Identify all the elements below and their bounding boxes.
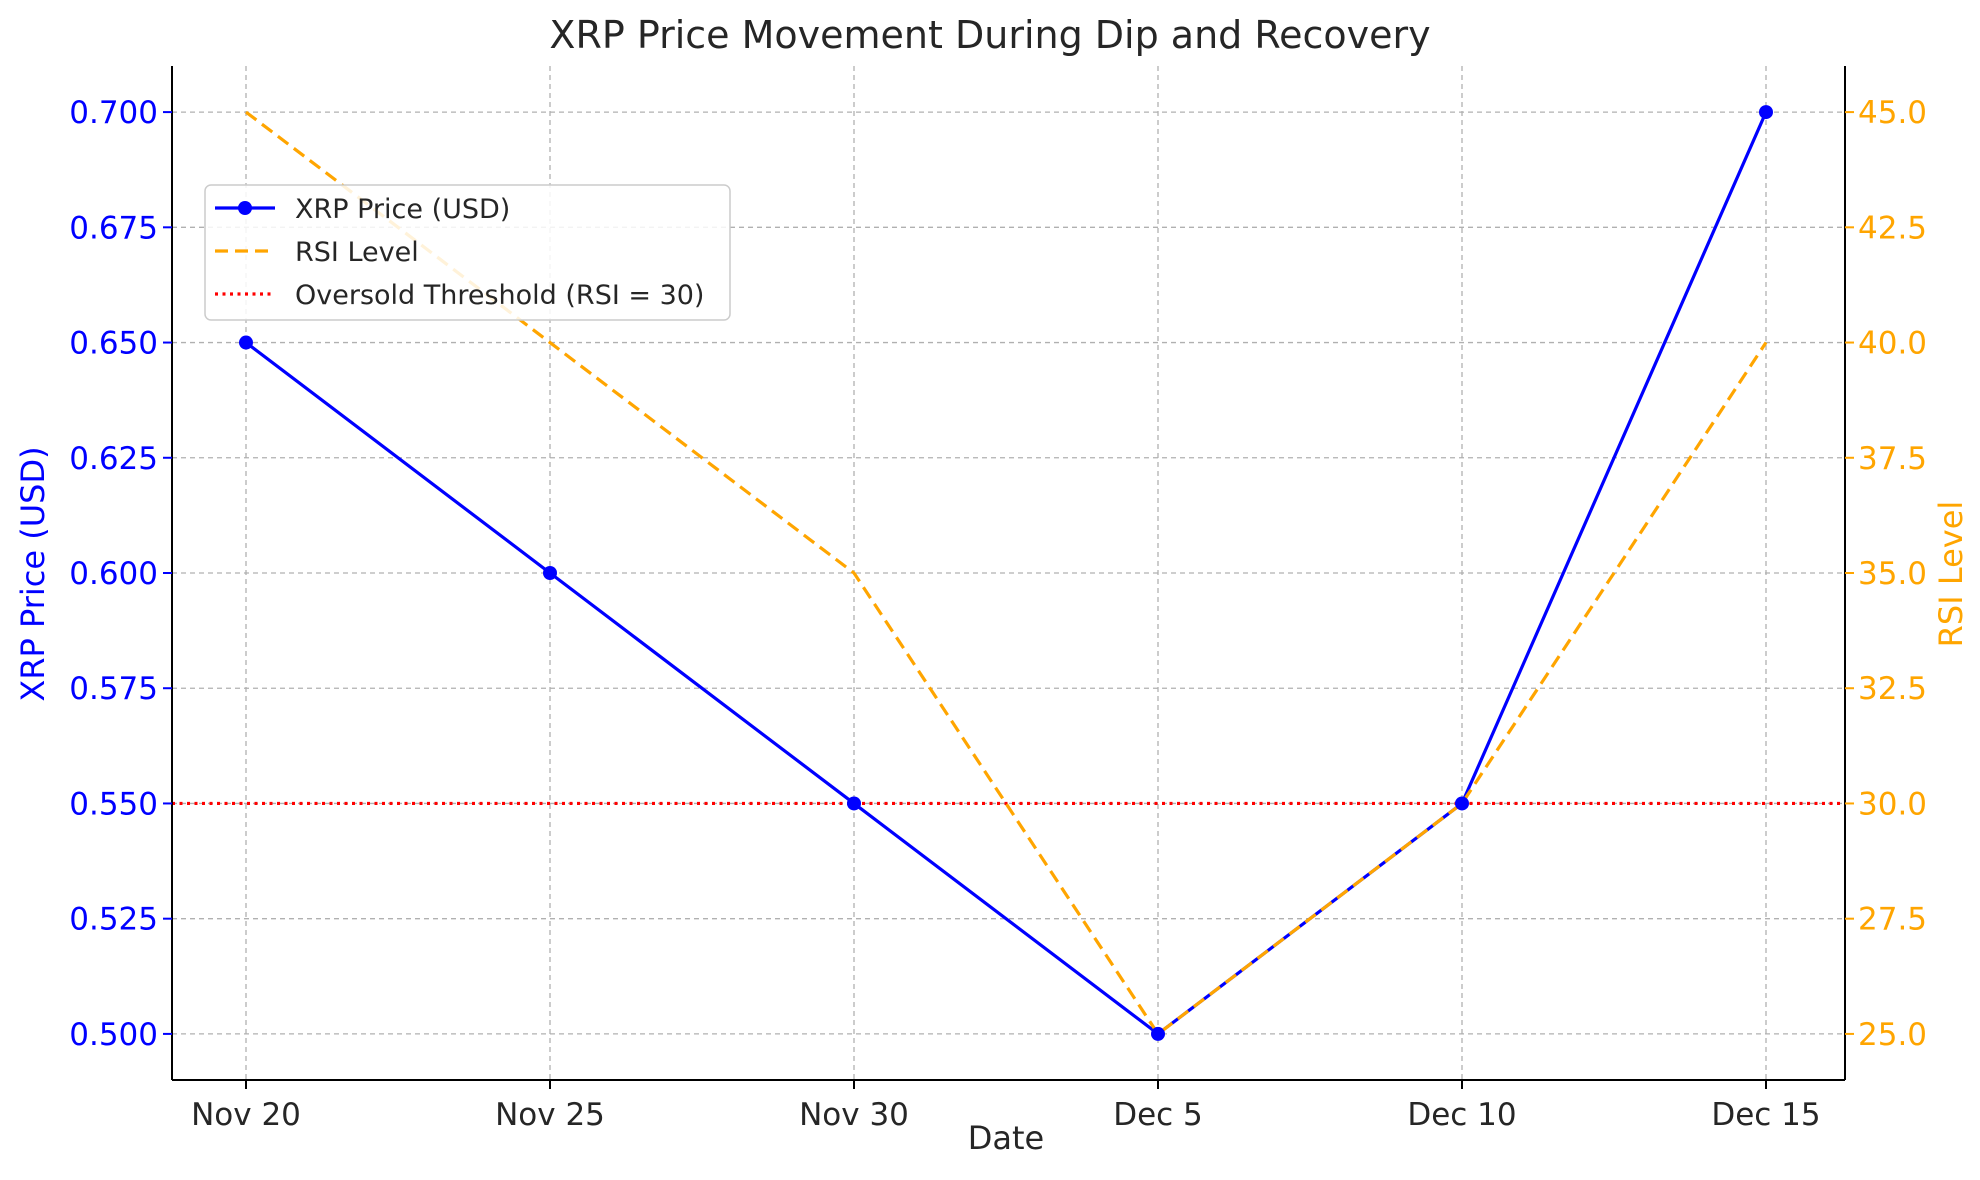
- x-tick-label: Nov 20: [191, 1097, 301, 1133]
- y-tick-label: 0.650: [69, 326, 158, 362]
- y-tick-label: 0.525: [69, 902, 158, 938]
- legend-price-marker: [238, 201, 252, 215]
- y2-tick-label: 35.0: [1858, 556, 1927, 592]
- xrp-price-point: [1455, 796, 1469, 811]
- y-tick-label: 0.575: [69, 671, 158, 707]
- series-layer: [172, 105, 1845, 1041]
- rsi-level-line: [245, 110, 1768, 1036]
- legend-frame: [204, 184, 731, 321]
- xrp-price-point: [239, 335, 253, 350]
- axes-layer: Nov 20 Nov 25 Nov 30 Dec 5 Dec 10 Dec 15 0.500…: [69, 66, 1927, 1133]
- x-tick-label: Nov 30: [799, 1097, 909, 1133]
- xrp-price-point: [1151, 1026, 1165, 1041]
- y-tick-label: 0.550: [69, 786, 158, 822]
- y2-tick-label: 32.5: [1858, 671, 1927, 707]
- y2-axis-title: RSI Level: [1932, 501, 1970, 648]
- legend-rsi-label: RSI Level: [295, 237, 419, 268]
- xrp-price-line: [245, 111, 1768, 1036]
- y-tick-label: 0.600: [69, 556, 158, 592]
- y-tick-label: 0.500: [69, 1017, 158, 1053]
- legend-threshold-label: Oversold Threshold (RSI = 30): [295, 280, 704, 311]
- chart-title: XRP Price Movement During Dip and Recove…: [549, 13, 1430, 57]
- xrp-price-point: [543, 566, 557, 580]
- x-tick-label: Dec 5: [1113, 1097, 1203, 1133]
- y2-tick-label: 42.5: [1858, 210, 1927, 246]
- x-tick-label: Nov 25: [495, 1097, 605, 1133]
- x-axis-title: Date: [968, 1119, 1044, 1157]
- legend-price-label: XRP Price (USD): [295, 194, 510, 225]
- y2-tick-label: 30.0: [1858, 786, 1927, 822]
- y2-tick-label: 40.0: [1858, 326, 1927, 362]
- legend: XRP Price (USD) RSI Level Oversold Thresho…: [204, 184, 731, 321]
- x-tick-label: Dec 10: [1407, 1097, 1516, 1133]
- xrp-price-point: [847, 796, 861, 811]
- y2-tick-label: 25.0: [1858, 1017, 1927, 1053]
- y-tick-label: 0.675: [69, 210, 158, 246]
- y2-tick-label: 37.5: [1858, 441, 1927, 477]
- y2-tick-label: 45.0: [1858, 95, 1927, 131]
- xrp-price-point: [1759, 105, 1773, 120]
- y-tick-label: 0.700: [69, 95, 158, 131]
- y-tick-label: 0.625: [69, 441, 158, 477]
- y2-tick-label: 27.5: [1858, 902, 1927, 938]
- x-tick-label: Dec 15: [1711, 1097, 1820, 1133]
- y-axis-title: XRP Price (USD): [14, 446, 52, 701]
